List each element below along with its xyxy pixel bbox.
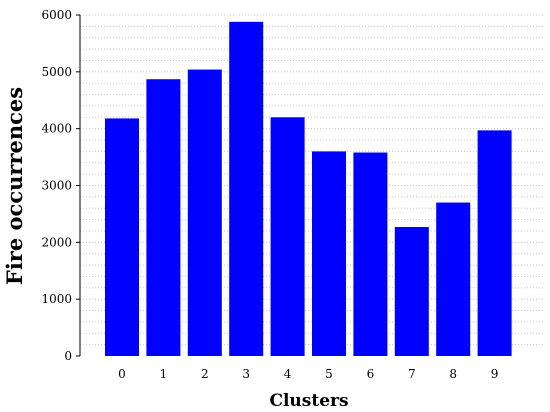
bar-3 <box>229 21 264 356</box>
y-tick-label: 4000 <box>41 122 72 136</box>
bar-1 <box>146 79 181 356</box>
x-tick-label: 5 <box>325 367 333 381</box>
y-tick-label: 0 <box>64 349 72 363</box>
x-tick-label: 0 <box>118 367 126 381</box>
x-tick-labels: 0 1 2 3 4 5 6 7 8 9 <box>118 367 498 381</box>
y-tick-label: 3000 <box>41 179 72 193</box>
x-tick-label: 7 <box>408 367 416 381</box>
x-axis-title: Clusters <box>269 391 348 411</box>
y-axis-title: Fire occurrences <box>2 87 27 285</box>
x-tick-label: 2 <box>201 367 209 381</box>
bar-5 <box>312 151 346 356</box>
x-tick-label: 1 <box>160 367 168 381</box>
bar-9 <box>477 130 512 356</box>
bar-6 <box>353 152 388 356</box>
x-tick-label: 9 <box>491 367 499 381</box>
y-tick-label: 6000 <box>41 8 72 22</box>
bars <box>105 21 512 356</box>
x-tick-label: 4 <box>284 367 292 381</box>
y-tick-labels: 0 1000 2000 3000 4000 5000 6000 <box>41 8 72 363</box>
bar-4 <box>270 117 305 356</box>
bar-8 <box>436 202 471 356</box>
bar-2 <box>187 69 222 356</box>
y-tick-label: 1000 <box>41 292 72 306</box>
x-tick-label: 6 <box>367 367 375 381</box>
axes <box>76 14 81 357</box>
bar-7 <box>394 226 429 356</box>
x-tick-label: 8 <box>449 367 457 381</box>
x-tick-label: 3 <box>242 367 250 381</box>
bar-0 <box>105 118 139 356</box>
y-tick-label: 2000 <box>41 235 72 249</box>
y-tick-label: 5000 <box>41 65 72 79</box>
